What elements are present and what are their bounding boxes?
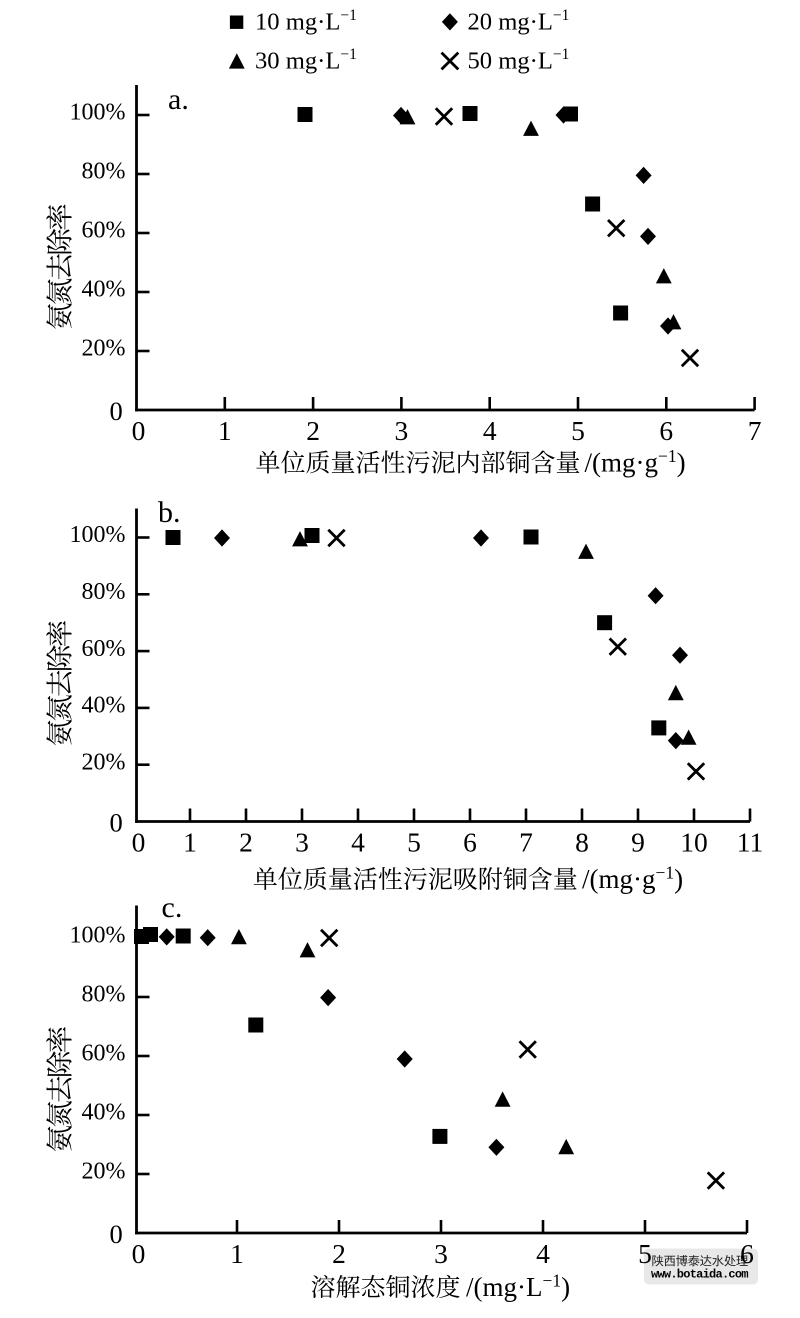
svg-text:80%: 80%: [82, 982, 126, 1008]
svg-text:0: 0: [109, 396, 122, 426]
svg-text:5: 5: [571, 415, 585, 446]
svg-text:2: 2: [332, 1238, 346, 1269]
svg-text:20 mg·L−1: 20 mg·L−1: [468, 7, 570, 36]
svg-text:1: 1: [218, 415, 232, 446]
svg-text:1: 1: [183, 827, 197, 858]
svg-text:5: 5: [407, 827, 421, 858]
svg-text:0: 0: [132, 1238, 146, 1269]
svg-text:10 mg·L−1: 10 mg·L−1: [255, 7, 357, 36]
svg-text:7: 7: [748, 415, 762, 446]
svg-text:6: 6: [659, 415, 673, 446]
svg-text:80%: 80%: [82, 579, 126, 605]
svg-text:a.: a.: [168, 83, 189, 116]
svg-text:60%: 60%: [82, 636, 126, 662]
svg-text:b.: b.: [158, 496, 181, 529]
svg-text:40%: 40%: [82, 277, 126, 303]
svg-text:2: 2: [239, 827, 253, 858]
svg-text:4: 4: [483, 415, 497, 446]
svg-text:c.: c.: [162, 891, 183, 924]
svg-text:10: 10: [680, 827, 708, 858]
svg-text:1: 1: [230, 1238, 244, 1269]
svg-text:6: 6: [740, 1238, 754, 1269]
svg-text:11: 11: [737, 827, 763, 858]
svg-text:0: 0: [109, 1219, 122, 1249]
svg-text:100%: 100%: [70, 522, 126, 548]
svg-text:40%: 40%: [82, 1100, 126, 1126]
svg-text:20%: 20%: [82, 1159, 126, 1185]
svg-text:50 mg·L−1: 50 mg·L−1: [468, 46, 570, 75]
svg-text:0: 0: [109, 808, 122, 838]
svg-text:100%: 100%: [70, 923, 126, 949]
svg-text:7: 7: [519, 827, 533, 858]
svg-text:3: 3: [434, 1238, 448, 1269]
svg-text:6: 6: [463, 827, 477, 858]
svg-text:80%: 80%: [82, 159, 126, 185]
svg-text:www.botaida.com: www.botaida.com: [651, 1268, 748, 1282]
svg-text:4: 4: [536, 1238, 550, 1269]
svg-text:3: 3: [395, 415, 409, 446]
svg-text:20%: 20%: [82, 336, 126, 362]
svg-text:4: 4: [351, 827, 365, 858]
svg-text:30 mg·L−1: 30 mg·L−1: [255, 46, 357, 75]
svg-text:100%: 100%: [70, 100, 126, 126]
svg-text:8: 8: [575, 827, 589, 858]
svg-text:40%: 40%: [82, 693, 126, 719]
svg-text:60%: 60%: [82, 218, 126, 244]
svg-text:9: 9: [631, 827, 645, 858]
svg-text:3: 3: [295, 827, 309, 858]
svg-text:0: 0: [132, 827, 146, 858]
svg-text:5: 5: [638, 1238, 652, 1269]
svg-text:2: 2: [306, 415, 320, 446]
svg-text:20%: 20%: [82, 749, 126, 775]
svg-text:60%: 60%: [82, 1041, 126, 1067]
svg-text:0: 0: [132, 415, 146, 446]
